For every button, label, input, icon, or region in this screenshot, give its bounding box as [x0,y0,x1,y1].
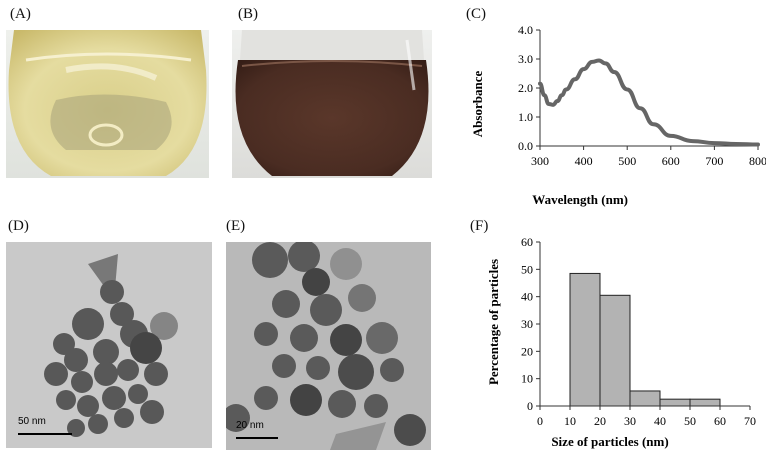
absorbance-y-tick-label: 3.0 [518,52,533,66]
histogram-x-ticks: 0 10 20 30 40 50 60 70 [537,406,756,428]
histogram-x-tick-label: 70 [744,414,756,428]
tem-particles-d [6,242,212,448]
histogram-y-ticks: 0 10 20 30 40 50 60 [521,235,540,413]
histogram-bar [599,294,631,407]
histogram-y-tick-label: 0 [527,399,533,413]
absorbance-y-ticks: 0.0 1.0 2.0 3.0 4.0 [518,23,540,153]
absorbance-x-axis-label: Wavelength (nm) [532,192,628,207]
tem-image-20nm: 20 nm [226,242,431,450]
glass-reflection [405,39,416,91]
histogram-x-tick-label: 40 [654,414,666,428]
histogram-bar [629,390,661,407]
absorbance-curve [538,58,760,147]
histogram-bar [659,398,691,407]
histogram-y-tick-label: 50 [521,262,533,276]
absorbance-y-tick-label: 1.0 [518,110,533,124]
flask-base-shadow [50,94,172,150]
brown-liquid-surface [241,60,423,67]
absorbance-y-axis-label: Absorbance [470,71,485,138]
particle-size-histogram: 0 10 20 30 40 50 60 0 10 20 30 40 50 60 70 Size of pa… [486,235,756,449]
histogram-bars [569,272,721,407]
panel-label-f: (F) [470,218,489,234]
histogram-x-tick-label: 10 [564,414,576,428]
panel-label-c: (C) [466,6,486,22]
histogram-y-axis-label: Percentage of particles [486,259,501,385]
histogram-bar [689,398,721,407]
histogram-x-tick-label: 50 [684,414,696,428]
absorbance-x-tick-label: 400 [575,154,593,168]
absorbance-y-tick-label: 2.0 [518,81,533,95]
absorbance-y-tick-label: 0.0 [518,139,533,153]
histogram-y-tick-label: 30 [521,317,533,331]
histogram-bar [569,272,601,407]
panel-label-e: (E) [226,218,246,234]
absorbance-x-tick-label: 800 [749,154,766,168]
tem-particles-e [226,242,431,450]
panel-label-b: (B) [238,6,258,22]
flask-brown-image [232,30,432,178]
histogram-y-tick-label: 10 [521,372,533,386]
absorbance-spectrum-chart: 0.0 1.0 2.0 3.0 4.0 300 400 500 600 700 800 Wavel… [470,23,766,207]
glass-highlight [65,63,158,81]
flask-yellow-image [6,30,209,178]
histogram-y-tick-label: 40 [521,290,533,304]
flask-glass-top [240,30,424,60]
histogram-x-tick-label: 60 [714,414,726,428]
panel-label-a: (A) [10,6,31,22]
brown-liquid [235,60,429,176]
liquid-surface-highlight [25,52,192,62]
histogram-x-tick-label: 20 [594,414,606,428]
histogram-y-tick-label: 20 [521,344,533,358]
histogram-x-axis-label: Size of particles (nm) [551,434,668,449]
flask-photo-yellow [6,30,209,178]
stir-bar-reflection [88,123,124,147]
absorbance-x-tick-label: 300 [531,154,549,168]
absorbance-x-tick-label: 500 [618,154,636,168]
absorbance-x-ticks: 300 400 500 600 700 800 [531,146,766,168]
panel-label-d: (D) [8,218,29,234]
absorbance-x-tick-label: 700 [705,154,723,168]
absorbance-y-tick-label: 4.0 [518,23,533,37]
absorbance-x-tick-label: 600 [662,154,680,168]
flask-photo-brown [232,30,432,178]
absorbance-axes [539,30,758,147]
scale-bar-label-e: 20 nm [236,420,264,431]
histogram-y-tick-label: 60 [521,235,533,249]
histogram-x-tick-label: 30 [624,414,636,428]
tem-image-50nm: 50 nm [6,242,212,448]
histogram-x-tick-label: 0 [537,414,543,428]
scale-bar-label-d: 50 nm [18,416,46,427]
